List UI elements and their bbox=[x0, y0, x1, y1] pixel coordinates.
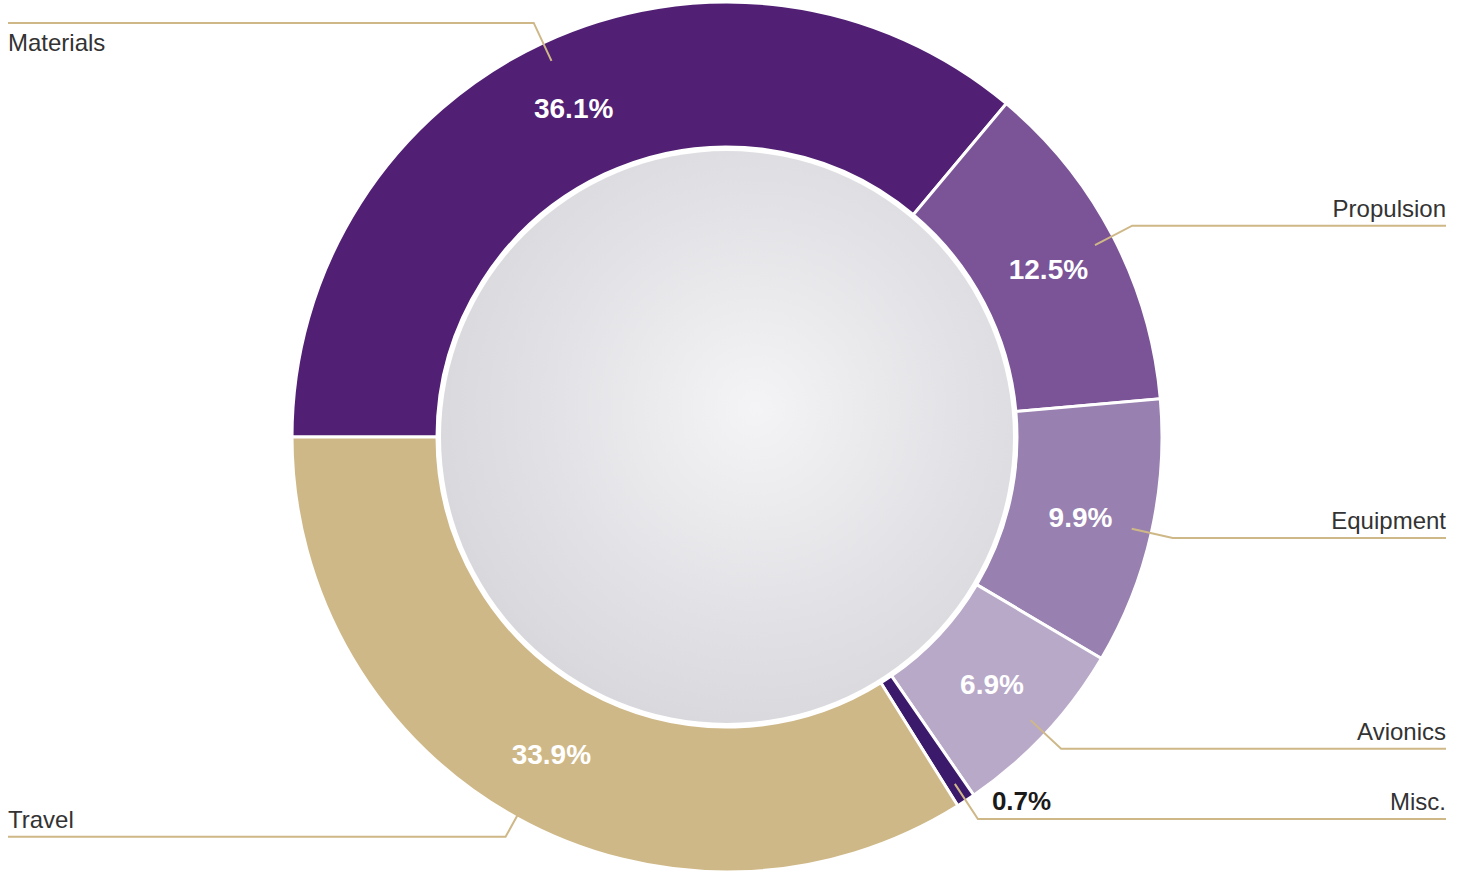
svg-text:Misc.: Misc. bbox=[1390, 788, 1446, 815]
svg-text:6.9%: 6.9% bbox=[960, 669, 1024, 700]
svg-text:12.5%: 12.5% bbox=[1009, 254, 1088, 285]
svg-text:9.9%: 9.9% bbox=[1049, 502, 1113, 533]
svg-text:Materials: Materials bbox=[8, 29, 105, 56]
svg-text:36.1%: 36.1% bbox=[534, 93, 613, 124]
svg-text:Travel: Travel bbox=[8, 806, 74, 833]
svg-text:33.9%: 33.9% bbox=[512, 739, 591, 770]
svg-text:Propulsion: Propulsion bbox=[1333, 195, 1446, 222]
svg-text:Equipment: Equipment bbox=[1331, 507, 1446, 534]
svg-text:0.7%: 0.7% bbox=[992, 786, 1051, 816]
svg-text:Avionics: Avionics bbox=[1357, 718, 1446, 745]
